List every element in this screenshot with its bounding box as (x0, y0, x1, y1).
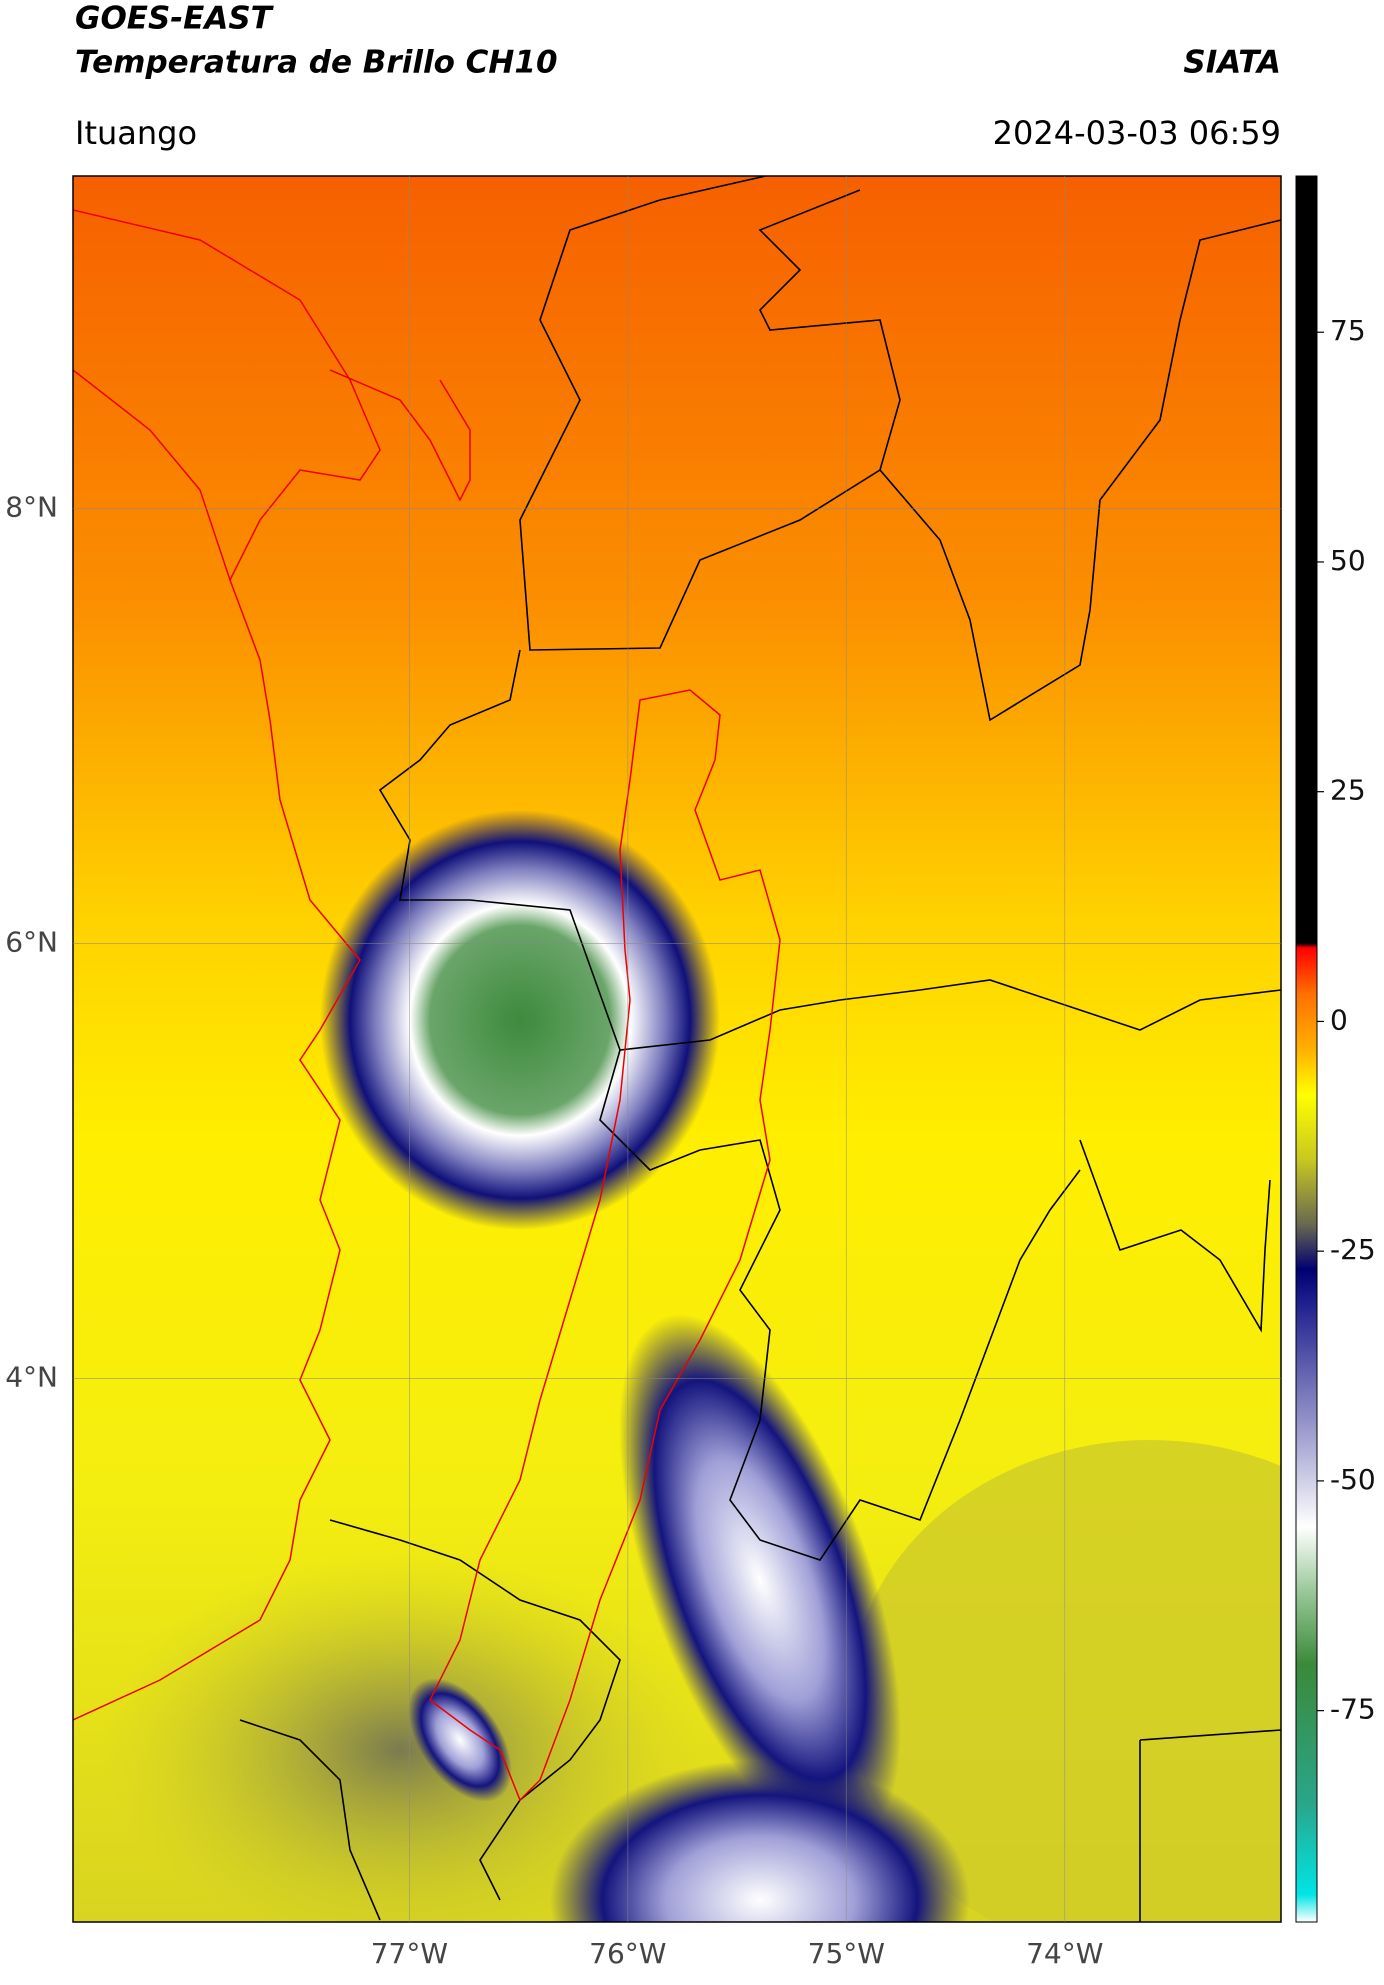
title: GOES-EAST (75, 1, 275, 37)
subtitle: Temperatura de Brillo CH10 (75, 45, 558, 81)
source: SIATA (1183, 45, 1281, 81)
colorbar-tick-label: 50 (1330, 544, 1366, 577)
colorbar (1295, 175, 1318, 1923)
y-tick-label: 4°N (5, 1360, 58, 1393)
y-tick-label: 6°N (5, 926, 58, 959)
colorbar-tick-label: -50 (1330, 1463, 1376, 1496)
colorbar-tick-label: 0 (1330, 1003, 1348, 1036)
x-tick-label: 74°W (1026, 1937, 1103, 1970)
x-tick-label: 75°W (808, 1937, 885, 1970)
y-tick-label: 8°N (5, 491, 58, 524)
colorbar-tick-label: 25 (1330, 774, 1366, 807)
timestamp: 2024-03-03 06:59 (993, 114, 1281, 152)
x-tick-label: 77°W (371, 1937, 448, 1970)
colorbar-tick-label: 75 (1330, 314, 1366, 347)
colorbar-tick-label: -75 (1330, 1693, 1376, 1726)
satellite-image (73, 176, 1281, 1922)
x-tick-label: 76°W (589, 1937, 666, 1970)
colorbar-tick-label: -25 (1330, 1233, 1376, 1266)
map-frame (72, 175, 1282, 1923)
location: Ituango (75, 114, 197, 152)
